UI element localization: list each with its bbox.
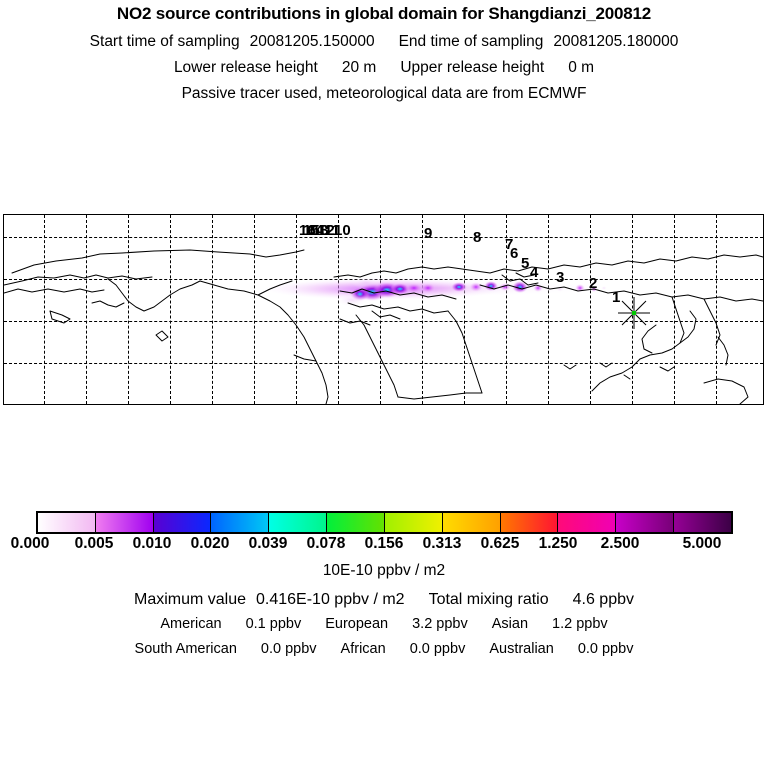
start-time-value: 20081205.150000 xyxy=(249,33,375,50)
trajectory-label-3: 3 xyxy=(556,269,565,286)
lower-release-value: 20 m xyxy=(341,59,377,76)
region-row-1: American 0.1 ppbv European 3.2 ppbv Asian 1.2… xyxy=(0,616,768,632)
colorbar-segment xyxy=(557,513,616,532)
start-time-label: Start time of sampling xyxy=(89,33,240,50)
region-value-american: 0.1 ppbv xyxy=(245,616,302,632)
region-name-south-american: South American xyxy=(134,641,237,657)
max-value: 0.416E-10 ppbv / m2 xyxy=(256,591,405,608)
colorbar-segment xyxy=(152,513,211,532)
region-name-australian: Australian xyxy=(489,641,554,657)
summary-line-max: Maximum value 0.416E-10 ppbv / m2 Total mi… xyxy=(0,591,768,609)
region-name-asian: Asian xyxy=(491,616,529,632)
colorbar-tick: 0.625 xyxy=(480,535,520,552)
world-map-panel xyxy=(3,214,764,405)
region-value-european: 3.2 ppbv xyxy=(412,616,468,632)
colorbar-tick: 0.000 xyxy=(10,535,50,552)
region-value-south-american: 0.0 ppbv xyxy=(260,641,317,657)
colorbar-tick: 0.039 xyxy=(248,535,288,552)
release-height-line: Lower release height 20 m Upper release he… xyxy=(0,59,768,77)
colorbar-segment xyxy=(326,513,384,532)
colorbar-tick: 0.020 xyxy=(190,535,230,552)
trajectory-label-14: 14 xyxy=(307,222,324,239)
colorbar-tick: 0.078 xyxy=(306,535,346,552)
trajectory-label-9: 9 xyxy=(424,225,433,242)
trajectory-label-15: 15 xyxy=(303,222,320,239)
region-value-australian: 0.0 ppbv xyxy=(577,641,634,657)
upper-release-label: Upper release height xyxy=(400,59,545,76)
colorbar-tick: 0.313 xyxy=(422,535,462,552)
colorbar-segment xyxy=(441,513,500,532)
region-value-african: 0.0 ppbv xyxy=(409,641,466,657)
region-name-african: African xyxy=(340,641,386,657)
colorbar-tick: 1.250 xyxy=(538,535,578,552)
trajectory-label-5: 5 xyxy=(521,255,530,272)
colorbar-tick-labels: 0.000 0.005 0.010 0.020 0.039 0.078 0.15… xyxy=(0,535,768,555)
trajectory-label-7: 7 xyxy=(505,236,514,253)
tracer-note: Passive tracer used, meteorological data… xyxy=(181,85,587,102)
concentration-plume xyxy=(254,277,614,307)
colorbar-unit-label: 10E-10 ppbv / m2 xyxy=(322,562,446,579)
colorbar-segment xyxy=(499,513,558,532)
coastline-overlay xyxy=(4,249,763,404)
region-value-asian: 1.2 ppbv xyxy=(552,616,608,632)
total-mixing-ratio-label: Total mixing ratio xyxy=(428,591,549,608)
trajectory-label-6: 6 xyxy=(510,245,519,262)
colorbar-segment xyxy=(94,513,153,532)
sampling-time-line: Start time of sampling 20081205.150000 End… xyxy=(0,33,768,51)
region-name-european: European xyxy=(325,616,389,632)
page-title: NO2 source contributions in global domai… xyxy=(116,4,652,23)
trajectory-label-12: 12 xyxy=(318,222,335,239)
colorbar xyxy=(36,511,733,534)
colorbar-segment xyxy=(210,513,269,532)
colorbar-segment xyxy=(673,513,731,532)
end-time-value: 20081205.180000 xyxy=(553,33,679,50)
region-row-2: South American 0.0 ppbv African 0.0 ppbv Aus… xyxy=(0,641,768,657)
trajectory-label-2: 2 xyxy=(589,275,598,292)
release-point-star-icon xyxy=(618,297,650,329)
colorbar-tick: 0.010 xyxy=(132,535,172,552)
colorbar-tick: 5.000 xyxy=(682,535,722,552)
trajectory-label-8: 8 xyxy=(473,229,482,246)
trajectory-label-11: 11 xyxy=(324,222,340,239)
end-time-label: End time of sampling xyxy=(398,33,544,50)
trajectory-label-4: 4 xyxy=(530,264,539,281)
trajectory-label-10: 10 xyxy=(334,222,351,239)
region-name-american: American xyxy=(160,616,222,632)
max-value-label: Maximum value xyxy=(133,591,247,608)
colorbar-tick: 2.500 xyxy=(600,535,640,552)
trajectory-label-1: 1 xyxy=(612,289,621,306)
colorbar-segment xyxy=(38,513,95,532)
map-inner xyxy=(4,215,763,404)
lower-release-label: Lower release height xyxy=(173,59,318,76)
trajectory-label-16: 16 xyxy=(299,222,316,239)
trajectory-label-13: 13 xyxy=(312,222,329,239)
total-mixing-ratio-value: 4.6 ppbv xyxy=(572,591,634,608)
colorbar-tick: 0.005 xyxy=(74,535,114,552)
colorbar-tick: 0.156 xyxy=(364,535,404,552)
upper-release-value: 0 m xyxy=(568,59,595,76)
colorbar-segment xyxy=(615,513,674,532)
colorbar-segment xyxy=(383,513,442,532)
colorbar-segment xyxy=(268,513,327,532)
